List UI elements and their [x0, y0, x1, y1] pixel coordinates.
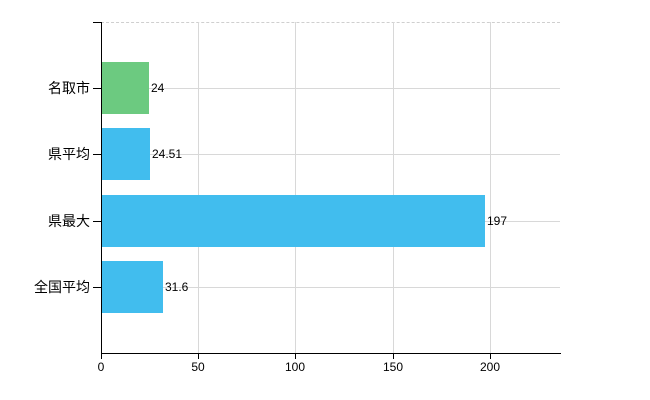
plot-top-border — [101, 22, 560, 23]
category-tick — [93, 221, 101, 222]
category-tick — [93, 154, 101, 155]
bar-value-label: 24 — [151, 81, 165, 95]
x-axis-tick — [295, 353, 296, 359]
horizontal-gridline — [101, 154, 560, 155]
plot-area: 24 24.51 197 31.6 — [101, 22, 560, 353]
x-axis-tick — [490, 353, 491, 359]
category-tick — [93, 287, 101, 288]
x-axis-line — [101, 353, 561, 354]
category-label: 県最大 — [48, 213, 90, 229]
x-axis-tick — [101, 353, 102, 359]
y-axis-line — [101, 22, 102, 354]
x-axis-tick — [198, 353, 199, 359]
y-axis-end-tick — [93, 22, 101, 23]
category-label: 県平均 — [48, 146, 90, 162]
vertical-gridline — [198, 22, 199, 353]
vertical-gridline — [393, 22, 394, 353]
horizontal-gridline — [101, 88, 560, 89]
x-tick-label: 150 — [382, 360, 404, 374]
x-tick-label: 200 — [479, 360, 501, 374]
bar — [102, 62, 149, 114]
vertical-gridline — [490, 22, 491, 353]
bar — [102, 128, 150, 180]
category-label: 全国平均 — [34, 279, 90, 295]
bar-value-label: 197 — [487, 214, 508, 228]
x-tick-label: 0 — [97, 360, 105, 374]
bar — [102, 195, 485, 247]
vertical-gridline — [295, 22, 296, 353]
category-tick — [93, 88, 101, 89]
bar-value-label: 24.51 — [152, 147, 183, 161]
x-tick-label: 50 — [191, 360, 205, 374]
category-label: 名取市 — [48, 80, 90, 96]
bar-value-label: 31.6 — [165, 280, 189, 294]
x-tick-label: 100 — [284, 360, 306, 374]
bar — [102, 261, 163, 313]
x-axis-tick — [393, 353, 394, 359]
horizontal-gridline — [101, 287, 560, 288]
